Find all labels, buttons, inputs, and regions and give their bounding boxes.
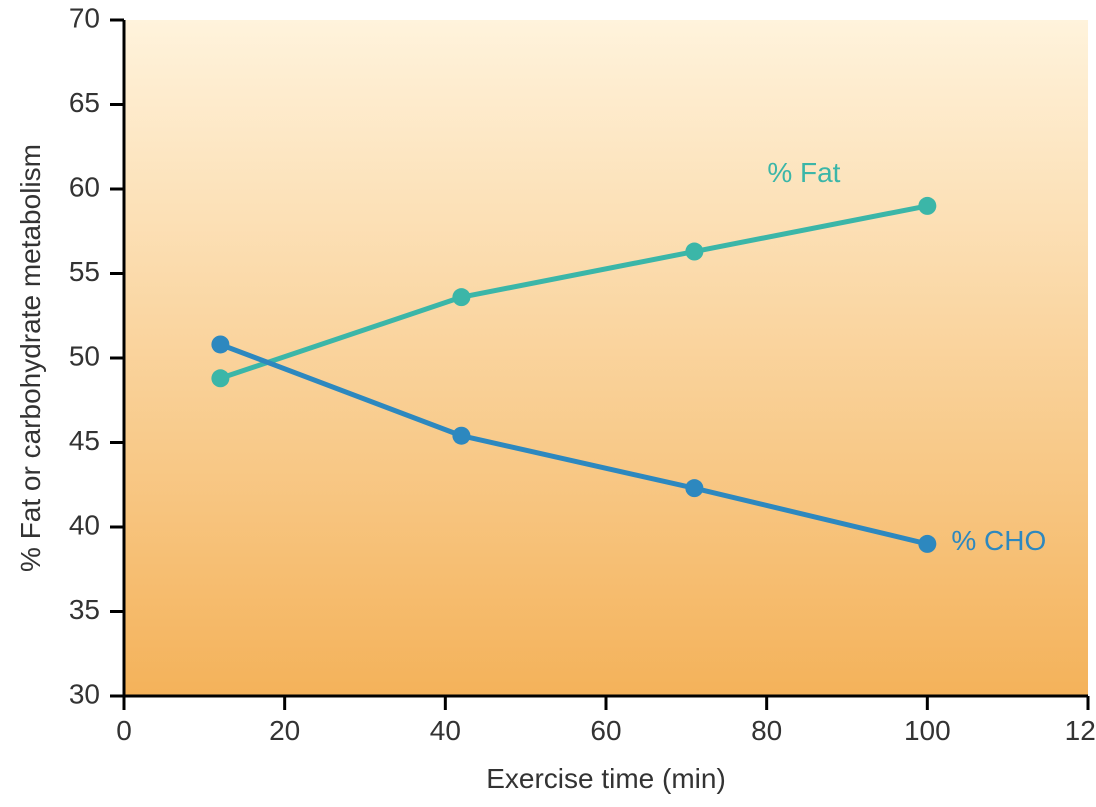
y-tick-label: 30 — [69, 678, 100, 709]
x-tick-label: 100 — [904, 715, 951, 746]
series-label: % CHO — [951, 525, 1046, 556]
series-label: % Fat — [767, 157, 840, 188]
y-axis-label: % Fat or carbohydrate metabolism — [15, 144, 46, 572]
x-tick-label: 40 — [430, 715, 461, 746]
y-tick-label: 55 — [69, 256, 100, 287]
y-tick-label: 50 — [69, 340, 100, 371]
chart-svg: 30 35 40 45 50 55 60 65 70 0 20 40 60 80 100 120 Exercis… — [0, 0, 1096, 807]
metabolism-chart: 30 35 40 45 50 55 60 65 70 0 20 40 60 80 100 120 Exercis… — [0, 0, 1096, 807]
y-tick-label: 70 — [69, 2, 100, 33]
y-tick-label: 65 — [69, 87, 100, 118]
y-tick-label: 45 — [69, 425, 100, 456]
x-tick-label: 0 — [116, 715, 132, 746]
series-marker — [211, 369, 229, 387]
x-tick-label: 60 — [590, 715, 621, 746]
x-tick-label: 20 — [269, 715, 300, 746]
series-marker — [685, 479, 703, 497]
series-marker — [211, 335, 229, 353]
x-tick-label: 80 — [751, 715, 782, 746]
y-tick-label: 40 — [69, 509, 100, 540]
y-tick-label: 35 — [69, 594, 100, 625]
series-marker — [918, 535, 936, 553]
series-marker — [685, 243, 703, 261]
series-marker — [918, 197, 936, 215]
plot-background — [124, 20, 1088, 696]
x-tick-label: 120 — [1065, 715, 1096, 746]
x-axis-label: Exercise time (min) — [486, 763, 726, 794]
series-marker — [452, 288, 470, 306]
series-marker — [452, 427, 470, 445]
y-tick-label: 60 — [69, 171, 100, 202]
